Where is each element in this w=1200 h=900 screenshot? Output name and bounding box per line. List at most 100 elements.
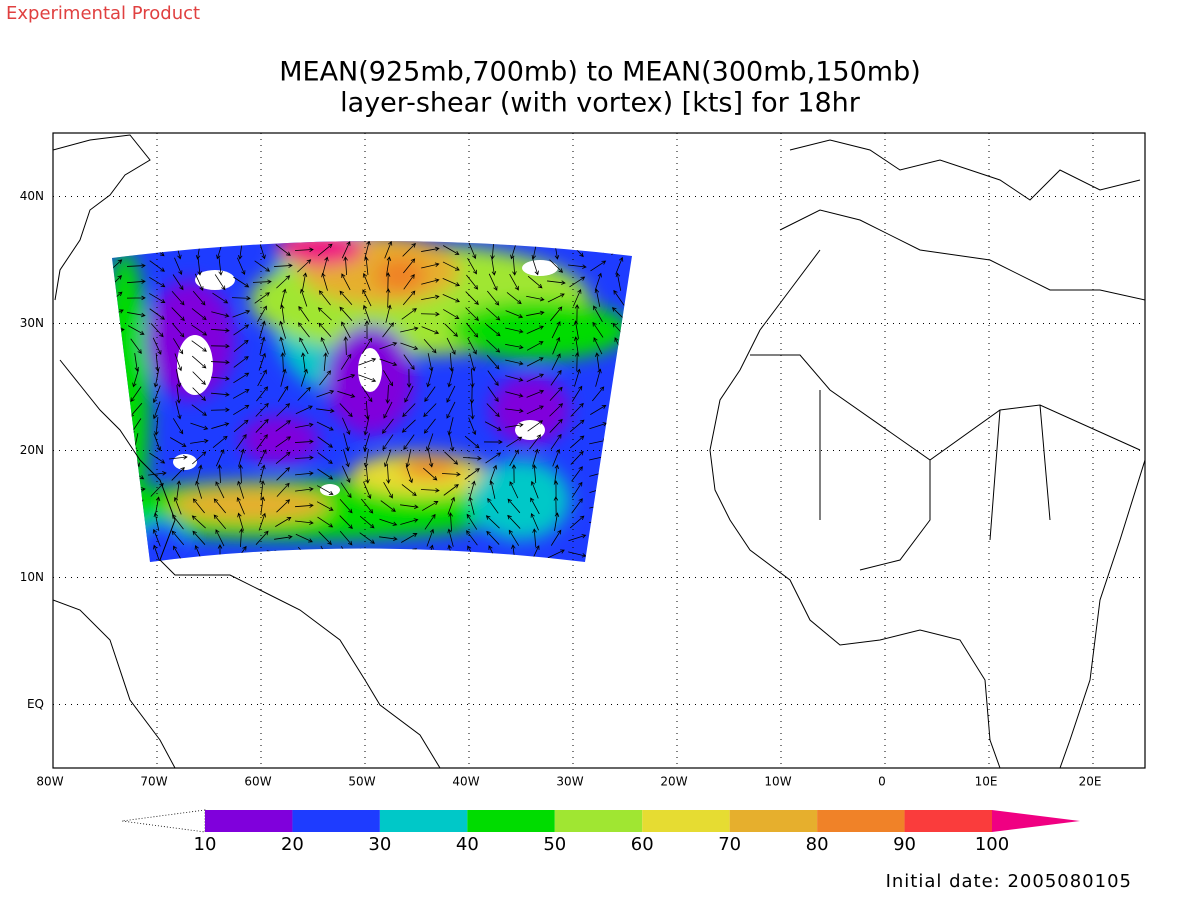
- colorbar-label: 10: [194, 834, 217, 855]
- wind-arrow: [448, 512, 453, 532]
- wind-arrow: [254, 292, 270, 304]
- wind-arrow: [610, 453, 628, 463]
- wind-arrow: [148, 471, 167, 476]
- wind-arrow: [614, 545, 624, 562]
- wind-arrow: [483, 439, 503, 445]
- wind-arrow: [550, 529, 562, 546]
- wind-arrow: [112, 368, 117, 388]
- wind-arrow: [359, 532, 375, 544]
- wind-arrow: [549, 259, 564, 273]
- wind-arrow: [275, 436, 292, 448]
- wind-arrow: [316, 389, 335, 398]
- wind-arrow: [571, 385, 583, 402]
- wind-arrow: [613, 289, 625, 306]
- wind-arrow: [421, 294, 440, 300]
- wind-arrow: [191, 340, 207, 352]
- wind-arrow: [358, 357, 377, 366]
- wind-arrow: [400, 326, 419, 333]
- wind-arrow: [532, 448, 539, 467]
- wind-arrow: [610, 423, 629, 430]
- wind-arrow: [610, 389, 628, 399]
- wind-arrow: [426, 369, 433, 388]
- wind-arrow: [233, 419, 249, 433]
- wind-arrow: [466, 274, 479, 290]
- wind-arrow: [232, 389, 250, 399]
- wind-arrow: [192, 498, 205, 514]
- wind-arrow: [192, 387, 206, 401]
- wind-arrow: [215, 449, 225, 467]
- wind-arrow: [464, 435, 480, 449]
- wind-arrow: [405, 449, 412, 468]
- wind-arrow: [570, 402, 584, 417]
- wind-arrow: [509, 273, 519, 291]
- wind-arrow: [196, 464, 203, 483]
- wind-arrow: [237, 480, 245, 499]
- colorbar-label: 40: [456, 834, 479, 855]
- wind-arrow: [591, 547, 606, 561]
- wind-arrow: [526, 325, 544, 335]
- wind-arrow: [319, 370, 332, 386]
- shear-field: [112, 240, 632, 562]
- wind-arrow: [505, 408, 524, 413]
- wind-arrow: [218, 257, 223, 276]
- wind-arrow: [317, 468, 334, 480]
- wind-arrow: [362, 337, 373, 354]
- wind-arrow: [469, 480, 476, 499]
- wind-arrow: [400, 504, 419, 510]
- wind-arrow: [569, 515, 585, 529]
- wind-arrow: [210, 392, 230, 397]
- wind-arrow: [380, 500, 396, 512]
- wind-arrow: [465, 307, 479, 321]
- wind-arrow: [359, 548, 375, 561]
- wind-arrow: [613, 369, 625, 386]
- wind-arrow: [547, 293, 565, 303]
- wind-arrow: [259, 336, 266, 355]
- wind-arrow: [547, 549, 565, 559]
- wind-arrow: [320, 336, 329, 355]
- wind-arrow: [378, 552, 398, 557]
- wind-arrow: [568, 264, 587, 269]
- wind-arrow: [173, 496, 182, 515]
- wind-arrow: [423, 418, 436, 434]
- wind-arrow: [112, 465, 120, 483]
- wind-arrow: [532, 464, 537, 484]
- wind-arrow: [442, 278, 461, 287]
- lat-label: 10N: [20, 570, 44, 584]
- wind-arrow: [153, 369, 160, 388]
- wind-arrow: [233, 404, 250, 416]
- colorbar-box: [729, 810, 818, 832]
- wind-arrow: [279, 320, 287, 339]
- wind-arrow: [279, 304, 285, 323]
- wind-arrow: [318, 290, 331, 306]
- wind-arrow: [447, 528, 454, 547]
- wind-arrow: [405, 465, 413, 484]
- wind-arrow: [420, 488, 440, 493]
- wind-arrow: [403, 274, 415, 290]
- wind-arrow: [505, 375, 524, 382]
- wind-arrow: [175, 401, 182, 420]
- wind-arrow: [382, 322, 394, 338]
- wind-arrow: [488, 273, 498, 291]
- wind-arrow: [610, 486, 629, 495]
- wind-arrow: [171, 530, 185, 546]
- wind-arrow: [191, 308, 207, 321]
- wind-arrow: [505, 359, 524, 366]
- wind-arrow: [276, 275, 291, 289]
- wind-arrow: [237, 257, 246, 276]
- lon-label: 0: [878, 775, 886, 789]
- wind-arrow: [191, 404, 207, 416]
- wind-arrow: [294, 503, 314, 508]
- wind-arrow: [275, 516, 292, 527]
- wind-arrow: [615, 256, 624, 275]
- wind-arrow: [593, 305, 603, 323]
- wind-arrow: [192, 371, 206, 385]
- colorbar-label: 50: [543, 834, 566, 855]
- wind-arrow: [150, 323, 164, 338]
- wind-arrow: [462, 456, 482, 461]
- wind-arrow: [386, 256, 392, 275]
- wind-arrow: [403, 434, 415, 451]
- wind-arrow: [486, 403, 500, 418]
- wind-arrow: [443, 484, 459, 496]
- wind-arrow: [444, 451, 459, 465]
- wind-arrow: [403, 354, 415, 371]
